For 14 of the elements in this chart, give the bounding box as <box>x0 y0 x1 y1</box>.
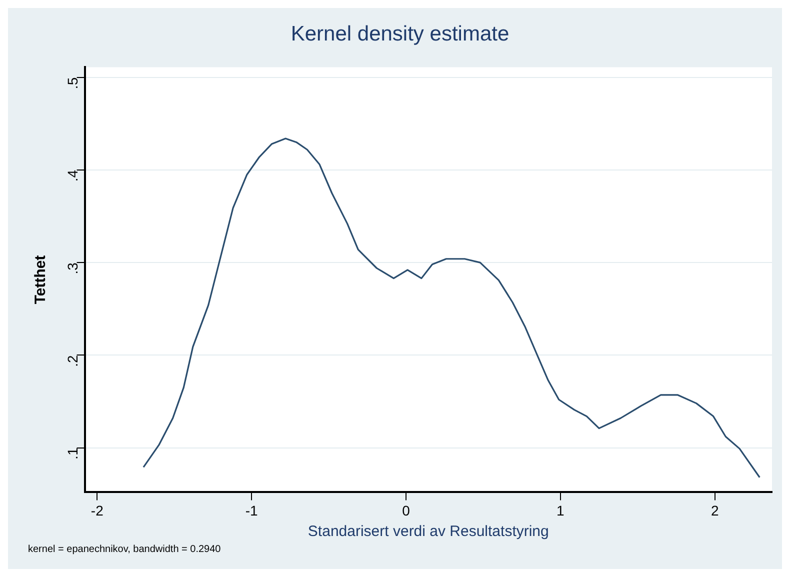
chart-title: Kernel density estimate <box>290 22 510 46</box>
y-axis-title: Tetthet <box>32 255 50 304</box>
x-tick-label: 2 <box>710 502 719 518</box>
x-tick-label: -2 <box>90 502 104 518</box>
y-tick-label: .5 <box>64 77 81 90</box>
text: kernel = epanechnikov, bandwidth = 0.2940 <box>28 544 222 555</box>
y-tick-label: .2 <box>64 354 81 367</box>
y-tick-label: .4 <box>64 170 81 182</box>
x-tick-label: -1 <box>245 502 258 518</box>
x-tick-label: 0 <box>402 502 410 518</box>
y-tick-label: .1 <box>64 448 81 460</box>
x-axis-title: Standarisert verdi av Resultatstyring <box>308 523 549 540</box>
x-tick-label: 1 <box>556 502 565 518</box>
y-tick-label: .3 <box>64 262 81 274</box>
